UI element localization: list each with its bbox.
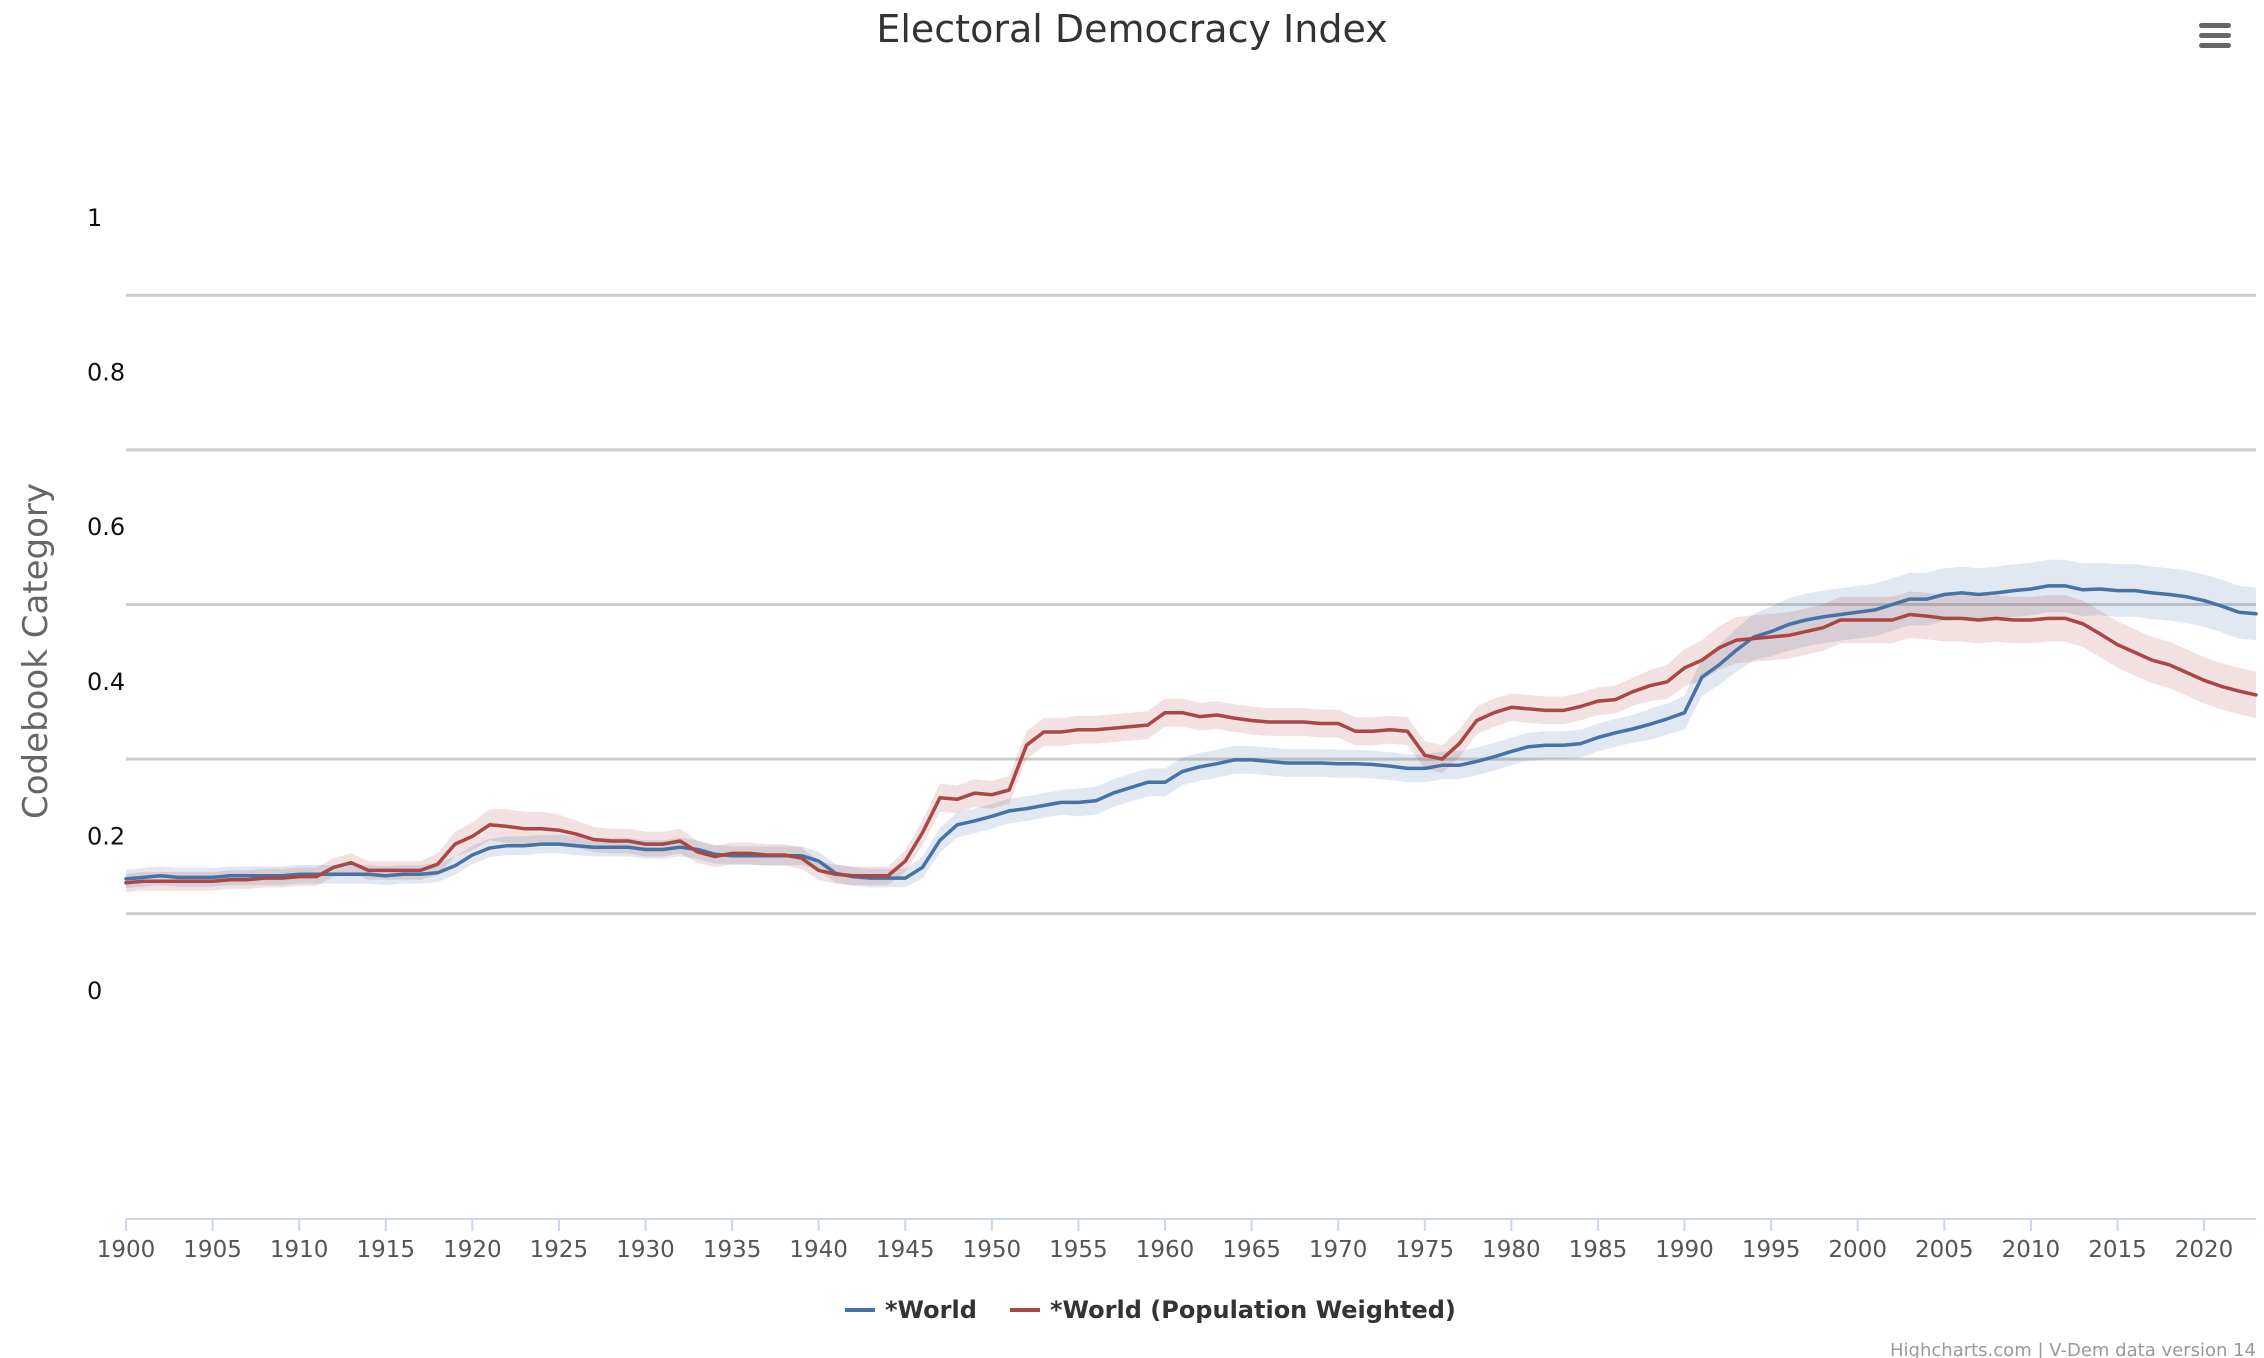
y-tick-label: 0.8: [87, 359, 125, 387]
x-tick-label: 1905: [183, 1237, 242, 1263]
x-tick-label: 1985: [1569, 1237, 1628, 1263]
x-tick-label: 1930: [616, 1237, 675, 1263]
confidence-bands: [126, 559, 2256, 893]
legend: *World *World (Population Weighted): [845, 1296, 1456, 1324]
y-tick-label: 0.6: [87, 513, 125, 541]
x-axis: 1900 1905 1910 1915 1920 1925 1930 1935 1940 1945…: [97, 1218, 2256, 1263]
legend-label: *World (Population Weighted): [1050, 1296, 1456, 1324]
x-tick-label: 1915: [356, 1237, 415, 1263]
y-tick-label: 0.4: [87, 668, 125, 696]
x-tick-label: 1960: [1136, 1237, 1195, 1263]
x-tick-label: 2005: [1915, 1237, 1974, 1263]
gridlines: [126, 293, 2256, 916]
x-tick-label: 1980: [1482, 1237, 1541, 1263]
confidence-band-series-2: [126, 591, 2256, 893]
x-tick-label: 1920: [443, 1237, 502, 1263]
hamburger-menu-icon: [2199, 23, 2231, 48]
x-tick-label: 1940: [789, 1237, 848, 1263]
series-line-2[interactable]: [124, 612, 2258, 885]
chart-title: Electoral Democracy Index: [876, 7, 1387, 51]
x-tick-label: 1900: [97, 1237, 156, 1263]
x-tick-label: 1925: [530, 1237, 589, 1263]
y-tick-label: 1: [87, 204, 102, 232]
x-tick-label: 2010: [2002, 1237, 2061, 1263]
legend-label: *World: [885, 1296, 977, 1324]
series-line-1[interactable]: [124, 584, 2258, 881]
x-tick-label: 2020: [2175, 1237, 2234, 1263]
y-axis-labels: 0 0.2 0.4 0.6 0.8 1: [87, 204, 125, 1005]
x-tick-label: 2015: [2088, 1237, 2147, 1263]
x-tick-label: 1975: [1396, 1237, 1455, 1263]
y-tick-label: 0.2: [87, 822, 125, 850]
x-tick-label: 1950: [963, 1237, 1022, 1263]
x-tick-label: 1965: [1222, 1237, 1281, 1263]
x-tick-label: 1910: [270, 1237, 329, 1263]
x-tick-label: 1955: [1049, 1237, 1108, 1263]
confidence-band-series-1: [126, 559, 2256, 889]
export-menu-button[interactable]: [2195, 19, 2235, 57]
credits[interactable]: Highcharts.com | V-Dem data version 14: [1890, 1340, 2256, 1358]
y-axis-title: Codebook Category: [16, 483, 56, 819]
x-tick-label: 2000: [1828, 1237, 1887, 1263]
legend-item-series-1[interactable]: *World: [845, 1296, 977, 1324]
x-tick-label: 1970: [1309, 1237, 1368, 1263]
x-tick-label: 1945: [876, 1237, 935, 1263]
x-tick-label: 1935: [703, 1237, 762, 1263]
y-tick-label: 0: [87, 977, 102, 1005]
x-tick-label: 1995: [1742, 1237, 1801, 1263]
legend-item-series-2[interactable]: *World (Population Weighted): [1010, 1296, 1456, 1324]
x-tick-label: 1990: [1655, 1237, 1714, 1263]
series-lines: [124, 584, 2258, 885]
